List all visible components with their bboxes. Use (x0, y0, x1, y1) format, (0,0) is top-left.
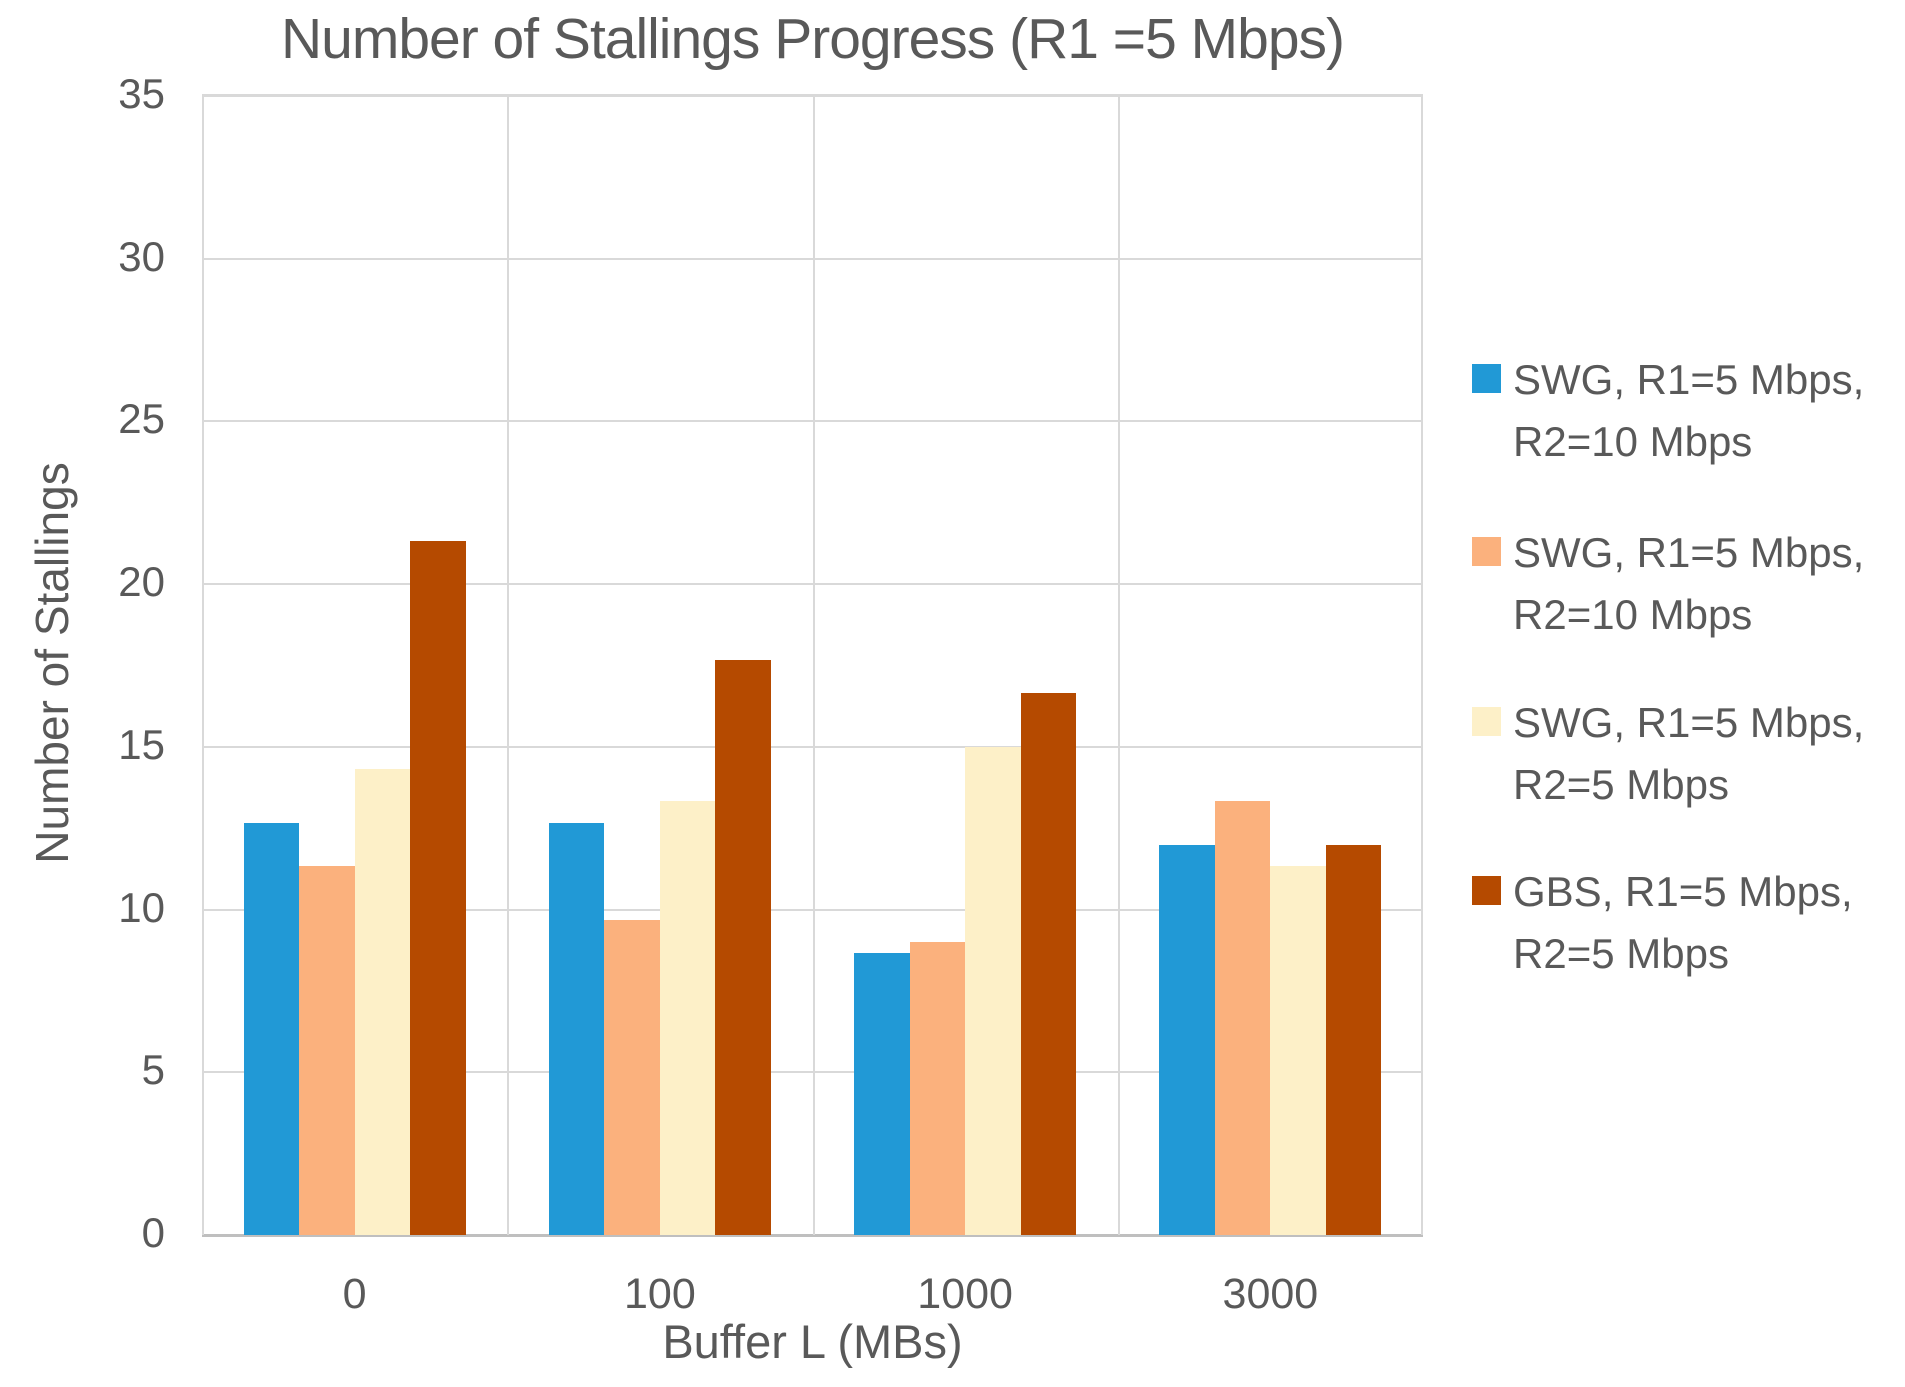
legend-item-1: SWG, R1=5 Mbps, R2=10 Mbps (1472, 349, 1864, 473)
y-tick-label-25: 25 (118, 395, 165, 443)
bar-series4-x3000 (1325, 844, 1382, 1235)
bar-series2-x1000 (909, 942, 966, 1235)
h-gridline-5 (202, 1071, 1423, 1074)
bar-series2-x3000 (1214, 801, 1271, 1235)
x-tick-label-1000: 1000 (917, 1270, 1013, 1318)
legend-swatch-1 (1472, 364, 1501, 393)
y-tick-label-35: 35 (118, 70, 165, 117)
bar-series3-x0 (354, 768, 411, 1235)
h-gridline-35 (202, 95, 1423, 97)
h-gridline-20 (202, 583, 1423, 586)
y-tick-label-10: 10 (118, 883, 165, 931)
bar-series3-x100 (659, 801, 716, 1235)
legend-item-3: SWG, R1=5 Mbps, R2=5 Mbps (1472, 692, 1864, 816)
bar-series1-x100 (548, 822, 605, 1235)
legend-swatch-3 (1472, 707, 1501, 736)
v-gridline-1 (507, 96, 509, 1235)
y-tick-label-0: 0 (141, 1209, 165, 1256)
bar-series1-x0 (243, 822, 300, 1235)
h-gridline-10 (202, 908, 1423, 911)
h-gridline-15 (202, 745, 1423, 748)
y-tick-label-5: 5 (141, 1046, 165, 1094)
bar-series1-x1000 (854, 952, 910, 1235)
legend-swatch-2 (1472, 537, 1501, 566)
legend-swatch-4 (1472, 876, 1501, 905)
legend-label-1: SWG, R1=5 Mbps, R2=10 Mbps (1513, 356, 1865, 465)
plot-area (202, 94, 1423, 1237)
bar-series3-x1000 (965, 746, 1021, 1235)
v-gridline-3 (1118, 96, 1120, 1235)
chart-title: Number of Stallings Progress (R1 =5 Mbps… (280, 7, 1345, 71)
y-axis-title: Number of Stallings (26, 462, 78, 864)
y-tick-label-15: 15 (118, 720, 165, 768)
legend-item-4: GBS, R1=5 Mbps, R2=5 Mbps (1472, 861, 1853, 985)
y-axis-line (202, 96, 204, 1235)
x-axis-title: Buffer L (MBs) (662, 1315, 963, 1368)
x-tick-label-3000: 3000 (1222, 1270, 1319, 1318)
bar-series4-x0 (410, 540, 466, 1235)
x-axis-line (202, 1234, 1423, 1237)
v-gridline-4 (1421, 96, 1423, 1235)
y-tick-label-20: 20 (118, 558, 165, 606)
h-gridline-30 (202, 257, 1423, 260)
bar-series4-x1000 (1020, 692, 1077, 1235)
y-tick-label-30: 30 (118, 232, 165, 280)
x-tick-label-0: 0 (342, 1270, 367, 1318)
bar-series2-x0 (299, 866, 355, 1235)
bar-series1-x3000 (1159, 844, 1215, 1235)
legend-label-2: SWG, R1=5 Mbps, R2=10 Mbps (1513, 529, 1865, 638)
bar-series2-x100 (604, 920, 660, 1235)
h-gridline-25 (202, 420, 1423, 423)
bar-series3-x3000 (1270, 866, 1326, 1235)
legend-label-4: GBS, R1=5 Mbps, R2=5 Mbps (1513, 868, 1853, 977)
x-tick-label-100: 100 (624, 1270, 696, 1318)
legend-item-2: SWG, R1=5 Mbps, R2=10 Mbps (1472, 522, 1864, 646)
v-gridline-2 (813, 96, 815, 1235)
bar-series4-x100 (715, 659, 771, 1235)
legend-label-3: SWG, R1=5 Mbps, R2=5 Mbps (1513, 699, 1865, 808)
